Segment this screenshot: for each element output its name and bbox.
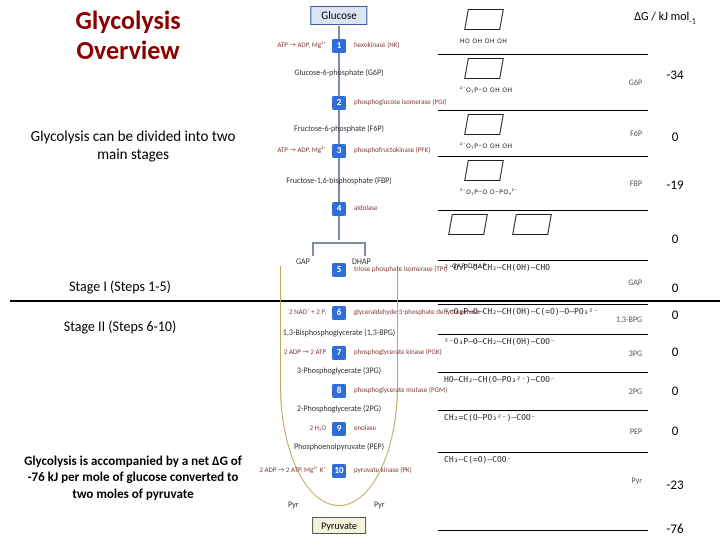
pathway-branch-h bbox=[312, 242, 366, 244]
intermediate-label: 3-Phosphoglycerate (3PG) bbox=[297, 366, 381, 376]
structure-formula: CH₂=C(O–PO₃²⁻)–COO⁻ bbox=[438, 411, 648, 423]
step-number-7: 7 bbox=[332, 346, 346, 360]
structure-row: ²⁻O₃P–O–CH₂–CH(OH)–CHO GAP bbox=[438, 260, 648, 304]
dg-step5: 0 bbox=[650, 281, 700, 296]
cofactor-label-6: 2 NAD⁺ + 2 Pᵢ bbox=[289, 307, 326, 316]
pyruvate-box: Pyruvate bbox=[312, 517, 366, 534]
pathway-branch-r bbox=[364, 242, 366, 256]
page-title: Glycolysis Overview bbox=[28, 6, 228, 66]
dg-step2: 0 bbox=[650, 130, 700, 145]
intermediate-label: Fructose-1,6-bisphosphate (FBP) bbox=[286, 176, 391, 186]
step-number-4: 4 bbox=[332, 202, 346, 216]
dg-step6: 0 bbox=[650, 308, 700, 323]
structure-row: CH₂=C(O–PO₃²⁻)–COO⁻ PEP bbox=[438, 410, 648, 452]
step-number-10: 10 bbox=[332, 464, 346, 478]
slide-root: Glycolysis Overview Glycolysis can be di… bbox=[0, 0, 720, 540]
dg-step7: 0 bbox=[650, 345, 700, 360]
intermediate-label: Pyr bbox=[374, 500, 385, 510]
structure-label: F6P bbox=[630, 129, 642, 139]
cofactor-label-3: ATP → ADP, Mg²⁺ bbox=[277, 145, 326, 154]
intermediate-label: Phosphoenolpyruvate (PEP) bbox=[294, 442, 384, 452]
structure-row: HO OH OH OH bbox=[438, 6, 648, 54]
dg-step1: -34 bbox=[650, 68, 700, 83]
dg-step3: -19 bbox=[650, 178, 700, 193]
structure-label: 1,3-BPG bbox=[616, 315, 642, 325]
step-number-2: 2 bbox=[332, 96, 346, 110]
structure-row: ²⁻O₃P–O–CH₂–CH(OH)–COO⁻ 3PG bbox=[438, 334, 648, 372]
stage2-label: Stage II (Steps 6-10) bbox=[40, 318, 200, 335]
structure-row: ²⁻O₃P–O–CH₂–CH(OH)–C(=O)–O–PO₃²⁻1,3-BPG bbox=[438, 304, 648, 334]
structure-formula: ²⁻O₃P–O–CH₂–CH(OH)–CHO bbox=[438, 261, 648, 273]
enzyme-label-2: phosphoglucose isomerase (PGI) bbox=[354, 97, 446, 106]
cofactor-label-9: 2 H₂O bbox=[310, 423, 326, 432]
structures-column: HO OH OH OH²⁻O₃P–O OH OHG6P²⁻O₃P–O OH OH… bbox=[438, 6, 648, 530]
structure-formula: CH₃–C(=O)–COO⁻ bbox=[438, 453, 648, 465]
intermediate-label: 1,3-Bisphosphoglycerate (1,3-BPG) bbox=[283, 328, 395, 338]
structure-label: GAP bbox=[628, 278, 642, 288]
dg-step8: 0 bbox=[650, 384, 700, 399]
dg-step4: 0 bbox=[650, 232, 700, 247]
intermediate-label: GAP bbox=[296, 257, 310, 267]
structure-label: 3PG bbox=[629, 349, 642, 359]
step-number-1: 1 bbox=[332, 39, 346, 53]
structure-formula: ²⁻O₃P–O–CH₂–CH(OH)–COO⁻ bbox=[438, 335, 648, 347]
net-dg-statement: Glycolysis is accompanied by a net ΔG of… bbox=[18, 454, 248, 503]
enzyme-label-9: enolase bbox=[354, 423, 376, 432]
structure-label: PEP bbox=[630, 427, 642, 437]
cofactor-label-10: 2 ADP → 2 ATP, Mg²⁺ K⁺ bbox=[259, 465, 326, 474]
pathway-branch-l bbox=[312, 242, 314, 256]
pathway-diagram: Glucose Pyruvate 1 hexokinase (HK) ATP → A… bbox=[234, 6, 444, 534]
structure-label: FBP bbox=[630, 179, 642, 189]
enzyme-label-4: aldolase bbox=[354, 203, 378, 212]
glucose-box: Glucose bbox=[310, 6, 367, 25]
dg-step9: 0 bbox=[650, 424, 700, 439]
intermediate-label: Fructose-6-phosphate (F6P) bbox=[294, 124, 384, 134]
cofactor-label-7: 2 ADP → 2 ATP bbox=[284, 347, 326, 356]
structure-row: ²⁻O₃P–O OH OHF6P bbox=[438, 110, 648, 156]
structure-row: ²⁻O₃P–O O–PO₃²⁻FBP bbox=[438, 156, 648, 210]
intermediate-label: 2-Phosphoglycerate (2PG) bbox=[297, 404, 381, 414]
structure-label: G6P bbox=[629, 78, 642, 88]
structure-row: ²⁻O₃P–O OH OHG6P bbox=[438, 54, 648, 110]
stage1-label: Stage I (Steps 1-5) bbox=[40, 278, 200, 295]
subtitle-text: Glycolysis can be divided into two main … bbox=[28, 128, 238, 164]
structure-label: Pyr bbox=[631, 476, 642, 486]
minus-one-superscript: -1 bbox=[689, 16, 696, 26]
structure-label: 2PG bbox=[629, 387, 642, 397]
structure-row: HO–CH₂–CH(O–PO₃²⁻)–COO⁻ 2PG bbox=[438, 372, 648, 410]
structure-formula: HO–CH₂–CH(O–PO₃²⁻)–COO⁻ bbox=[438, 373, 648, 385]
step-number-8: 8 bbox=[332, 384, 346, 398]
structures-bottom-rule bbox=[438, 530, 648, 531]
enzyme-label-8: phosphoglycerate mutase (PGM) bbox=[354, 385, 447, 394]
dg-step10: -23 bbox=[650, 478, 700, 493]
dg-net: -76 bbox=[650, 522, 700, 537]
enzyme-label-10: pyruvate kinase (PK) bbox=[354, 465, 412, 474]
structure-row: CH₃–C(=O)–COO⁻ Pyr bbox=[438, 452, 648, 508]
step-number-5: 5 bbox=[332, 263, 346, 277]
intermediate-label: Pyr bbox=[288, 500, 299, 510]
step-number-3: 3 bbox=[332, 144, 346, 158]
enzyme-label-1: hexokinase (HK) bbox=[354, 40, 399, 49]
enzyme-label-3: phosphofructokinase (PFK) bbox=[354, 145, 430, 154]
enzyme-label-7: phosphoglycerate kinase (PGK) bbox=[354, 347, 442, 356]
intermediate-label: Glucose-6-phosphate (G6P) bbox=[294, 68, 383, 78]
intermediate-label: DHAP bbox=[352, 257, 371, 267]
step-number-9: 9 bbox=[332, 422, 346, 436]
cofactor-label-1: ATP → ADP, Mg²⁺ bbox=[277, 40, 326, 49]
step-number-6: 6 bbox=[332, 306, 346, 320]
structure-row: GAP DHAP bbox=[438, 210, 648, 260]
